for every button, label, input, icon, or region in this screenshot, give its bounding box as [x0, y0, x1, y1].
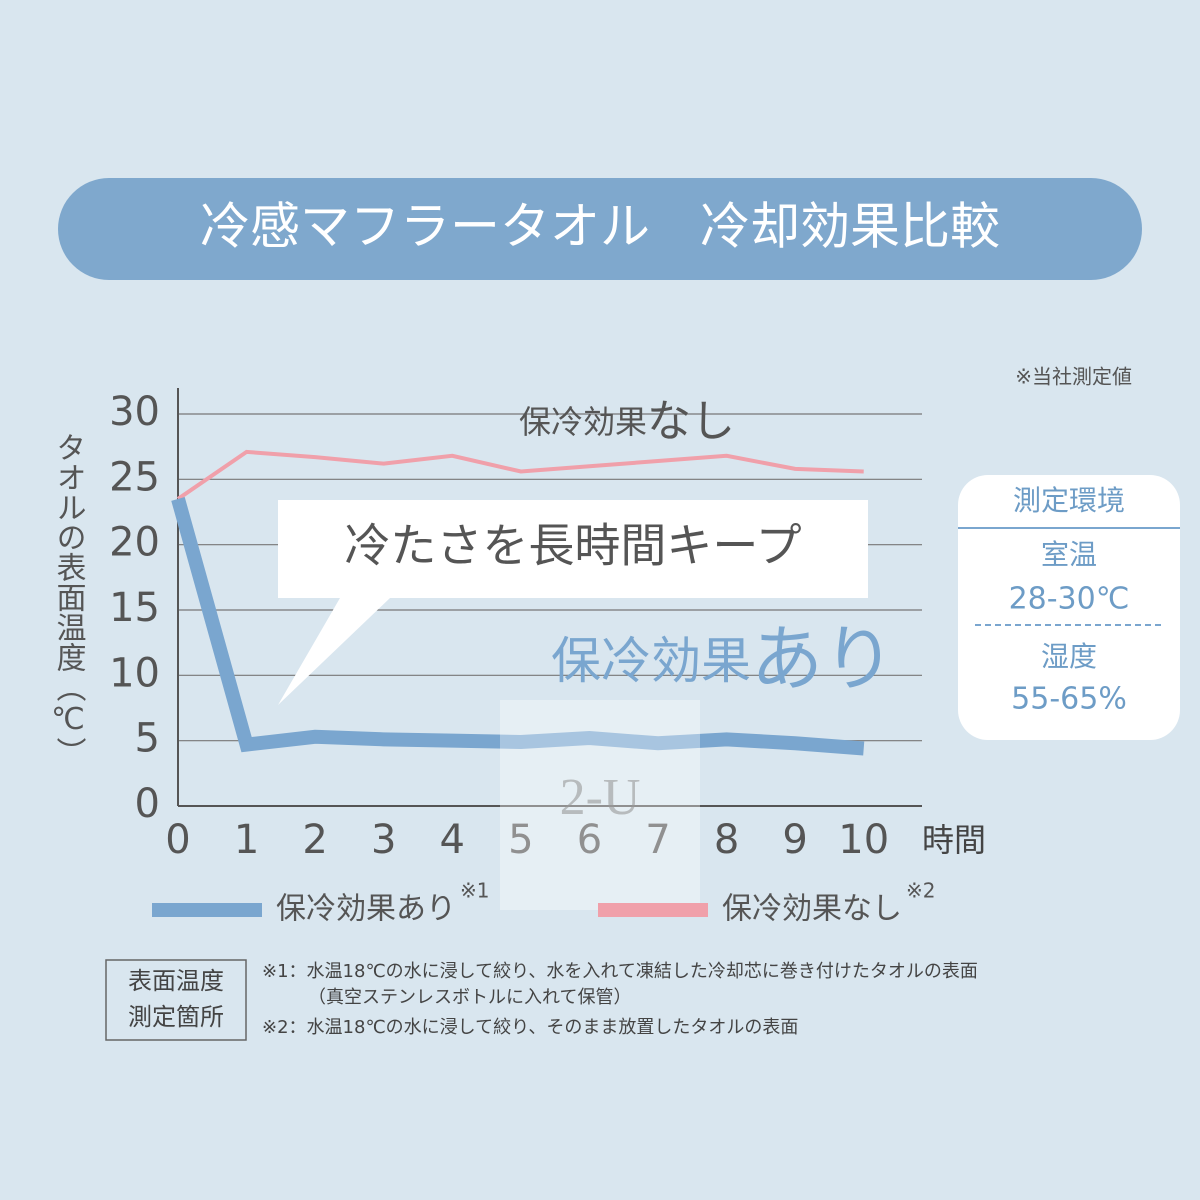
- y-axis-label: タオルの表面温度（℃）: [51, 432, 87, 767]
- x-tick-label: 1: [234, 817, 259, 863]
- footnote-box-text: 測定箇所: [128, 1003, 224, 1031]
- callout-bubble: [278, 500, 868, 705]
- annotation-part: あり: [751, 617, 895, 701]
- environment-value: 55-65%: [1011, 682, 1127, 717]
- footnote: ※1：水温18℃の水に浸して絞り、水を入れて凍結した冷却芯に巻き付けたタオルの表…: [262, 961, 978, 982]
- watermark: 2-U: [560, 769, 641, 826]
- footnote: （真空ステンレスボトルに入れて保管）: [308, 987, 631, 1008]
- legend-note: ※2: [906, 879, 935, 903]
- data-line: [171, 497, 865, 756]
- y-tick-label: 25: [109, 454, 160, 500]
- annotation-without: 保冷効果なし: [519, 396, 735, 447]
- legend-label: 保冷効果なし: [722, 892, 902, 927]
- footnote: ※2：水温18℃の水に浸して絞り、そのまま放置したタオルの表面: [262, 1017, 798, 1038]
- chart-title: 冷感マフラータオル 冷却効果比較: [200, 198, 1000, 256]
- x-tick-label: 4: [440, 817, 465, 863]
- data-line: [176, 449, 864, 501]
- environment-box: [958, 475, 1180, 740]
- legend-label: 保冷効果あり: [276, 892, 456, 927]
- y-tick-label: 15: [109, 585, 160, 631]
- legend-note: ※1: [460, 879, 489, 903]
- x-tick-label: 9: [782, 817, 807, 863]
- x-tick-label: 0: [165, 817, 190, 863]
- callout-text: 冷たさを長時間キープ: [344, 519, 801, 573]
- x-tick-label: 8: [714, 817, 739, 863]
- x-axis-label: 時間: [922, 821, 986, 859]
- y-tick-label: 20: [109, 520, 160, 566]
- x-tick-label: 6: [577, 817, 602, 863]
- environment-label: 室温: [1041, 538, 1097, 571]
- source-note: ※当社測定値: [1015, 365, 1132, 389]
- annotation-part: 保冷効果: [551, 632, 751, 690]
- x-tick-label: 10: [838, 817, 889, 863]
- y-tick-label: 30: [109, 389, 160, 435]
- x-tick-label: 5: [508, 817, 533, 863]
- environment-label: 湿度: [1041, 640, 1097, 673]
- x-tick-label: 7: [645, 817, 670, 863]
- footnote-box: [105, 959, 247, 1041]
- environment-value: 28-30℃: [1009, 582, 1130, 617]
- annotation-with: 保冷効果あり: [551, 617, 895, 701]
- y-tick-label: 10: [109, 650, 160, 696]
- y-tick-label: 5: [135, 716, 160, 762]
- footnote-box-text: 表面温度: [128, 967, 224, 995]
- title-pill: [58, 178, 1142, 280]
- annotation-part: 保冷効果: [519, 403, 647, 441]
- y-tick-label: 0: [135, 781, 160, 827]
- annotation-part: なし: [647, 396, 735, 447]
- x-tick-label: 2: [302, 817, 327, 863]
- x-tick-label: 3: [371, 817, 396, 863]
- watermark-box: [500, 700, 700, 910]
- environment-title: 測定環境: [1013, 484, 1125, 517]
